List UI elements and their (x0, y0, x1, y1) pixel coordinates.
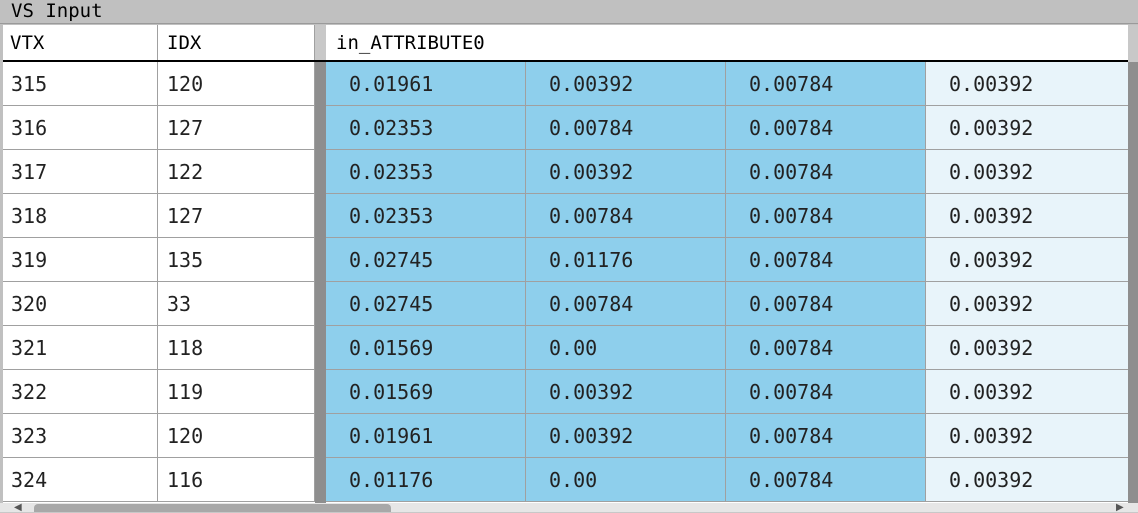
cell-attribute-x[interactable]: 0.01961 (326, 62, 526, 106)
table-row[interactable]: 320 33 0.02745 0.00784 0.00784 0.00392 (3, 282, 1128, 326)
cell-attribute-x[interactable]: 0.02745 (326, 238, 526, 282)
cell-vtx[interactable]: 324 (3, 458, 158, 502)
cell-idx[interactable]: 122 (158, 150, 315, 194)
cell-idx[interactable]: 116 (158, 458, 315, 502)
cell-attribute-z[interactable]: 0.00784 (726, 414, 926, 458)
cell-attribute-y[interactable]: 0.00784 (526, 194, 726, 238)
column-splitter[interactable] (315, 62, 326, 503)
cell-attribute-w[interactable]: 0.00392 (926, 62, 1128, 106)
cell-vtx[interactable]: 317 (3, 150, 158, 194)
cell-vtx[interactable]: 319 (3, 238, 158, 282)
cell-attribute-w[interactable]: 0.00392 (926, 106, 1128, 150)
cell-vtx[interactable]: 323 (3, 414, 158, 458)
cell-vtx[interactable]: 321 (3, 326, 158, 370)
horizontal-scrollbar-thumb[interactable] (34, 504, 391, 512)
cell-vtx[interactable]: 322 (3, 370, 158, 414)
cell-attribute-w[interactable]: 0.00392 (926, 414, 1128, 458)
cell-attribute-z[interactable]: 0.00784 (726, 370, 926, 414)
cell-attribute-x[interactable]: 0.02353 (326, 194, 526, 238)
cell-attribute-z[interactable]: 0.00784 (726, 326, 926, 370)
cell-attribute-y[interactable]: 0.00784 (526, 282, 726, 326)
table-row[interactable]: 322 119 0.01569 0.00392 0.00784 0.00392 (3, 370, 1128, 414)
cell-idx[interactable]: 127 (158, 106, 315, 150)
cell-attribute-w[interactable]: 0.00392 (926, 238, 1128, 282)
column-header-idx[interactable]: IDX (158, 25, 315, 60)
horizontal-scrollbar[interactable] (0, 503, 1138, 512)
cell-attribute-y[interactable]: 0.00392 (526, 370, 726, 414)
grid-rows: 315 120 0.01961 0.00392 0.00784 0.00392 316 127… (3, 62, 1128, 503)
cell-attribute-z[interactable]: 0.00784 (726, 150, 926, 194)
cell-vtx[interactable]: 320 (3, 282, 158, 326)
cell-attribute-x[interactable]: 0.02353 (326, 106, 526, 150)
cell-idx[interactable]: 135 (158, 238, 315, 282)
scroll-right-icon[interactable]: ▶ (1116, 502, 1124, 513)
cell-attribute-x[interactable]: 0.01569 (326, 326, 526, 370)
vertical-scrollbar-track[interactable] (1128, 62, 1138, 503)
cell-idx[interactable]: 127 (158, 194, 315, 238)
cell-attribute-w[interactable]: 0.00392 (926, 282, 1128, 326)
cell-attribute-x[interactable]: 0.01176 (326, 458, 526, 502)
data-grid: VTX IDX in_ATTRIBUTE0 315 120 0.01961 0.003… (3, 25, 1128, 503)
table-row[interactable]: 319 135 0.02745 0.01176 0.00784 0.00392 (3, 238, 1128, 282)
table-row[interactable]: 321 118 0.01569 0.00 0.00784 0.00392 (3, 326, 1128, 370)
cell-attribute-w[interactable]: 0.00392 (926, 326, 1128, 370)
cell-idx[interactable]: 120 (158, 414, 315, 458)
column-header-vtx[interactable]: VTX (3, 25, 158, 60)
cell-attribute-y[interactable]: 0.00392 (526, 414, 726, 458)
cell-vtx[interactable]: 315 (3, 62, 158, 106)
cell-attribute-z[interactable]: 0.00784 (726, 238, 926, 282)
table-row[interactable]: 315 120 0.01961 0.00392 0.00784 0.00392 (3, 62, 1128, 106)
table-row[interactable]: 323 120 0.01961 0.00392 0.00784 0.00392 (3, 414, 1128, 458)
panel-title: VS Input (0, 0, 1138, 24)
table-row[interactable]: 324 116 0.01176 0.00 0.00784 0.00392 (3, 458, 1128, 502)
cell-vtx[interactable]: 316 (3, 106, 158, 150)
cell-attribute-z[interactable]: 0.00784 (726, 194, 926, 238)
column-header-attribute[interactable]: in_ATTRIBUTE0 (336, 32, 485, 54)
table-row[interactable]: 318 127 0.02353 0.00784 0.00784 0.00392 (3, 194, 1128, 238)
cell-idx[interactable]: 33 (158, 282, 315, 326)
cell-attribute-z[interactable]: 0.00784 (726, 62, 926, 106)
cell-attribute-y[interactable]: 0.00 (526, 458, 726, 502)
table-row[interactable]: 317 122 0.02353 0.00392 0.00784 0.00392 (3, 150, 1128, 194)
header-splitter[interactable] (315, 25, 326, 60)
cell-idx[interactable]: 120 (158, 62, 315, 106)
cell-idx[interactable]: 118 (158, 326, 315, 370)
cell-attribute-w[interactable]: 0.00392 (926, 370, 1128, 414)
cell-attribute-z[interactable]: 0.00784 (726, 106, 926, 150)
cell-attribute-x[interactable]: 0.02745 (326, 282, 526, 326)
cell-attribute-w[interactable]: 0.00392 (926, 150, 1128, 194)
scroll-left-icon[interactable]: ◀ (14, 502, 22, 513)
cell-attribute-y[interactable]: 0.00392 (526, 150, 726, 194)
cell-attribute-x[interactable]: 0.01569 (326, 370, 526, 414)
cell-attribute-w[interactable]: 0.00392 (926, 458, 1128, 502)
cell-attribute-z[interactable]: 0.00784 (726, 458, 926, 502)
cell-attribute-w[interactable]: 0.00392 (926, 194, 1128, 238)
cell-vtx[interactable]: 318 (3, 194, 158, 238)
grid-header: VTX IDX in_ATTRIBUTE0 (3, 25, 1128, 62)
cell-idx[interactable]: 119 (158, 370, 315, 414)
cell-attribute-y[interactable]: 0.00 (526, 326, 726, 370)
table-row[interactable]: 316 127 0.02353 0.00784 0.00784 0.00392 (3, 106, 1128, 150)
cell-attribute-y[interactable]: 0.00392 (526, 62, 726, 106)
cell-attribute-z[interactable]: 0.00784 (726, 282, 926, 326)
cell-attribute-x[interactable]: 0.02353 (326, 150, 526, 194)
cell-attribute-y[interactable]: 0.00784 (526, 106, 726, 150)
cell-attribute-y[interactable]: 0.01176 (526, 238, 726, 282)
cell-attribute-x[interactable]: 0.01961 (326, 414, 526, 458)
